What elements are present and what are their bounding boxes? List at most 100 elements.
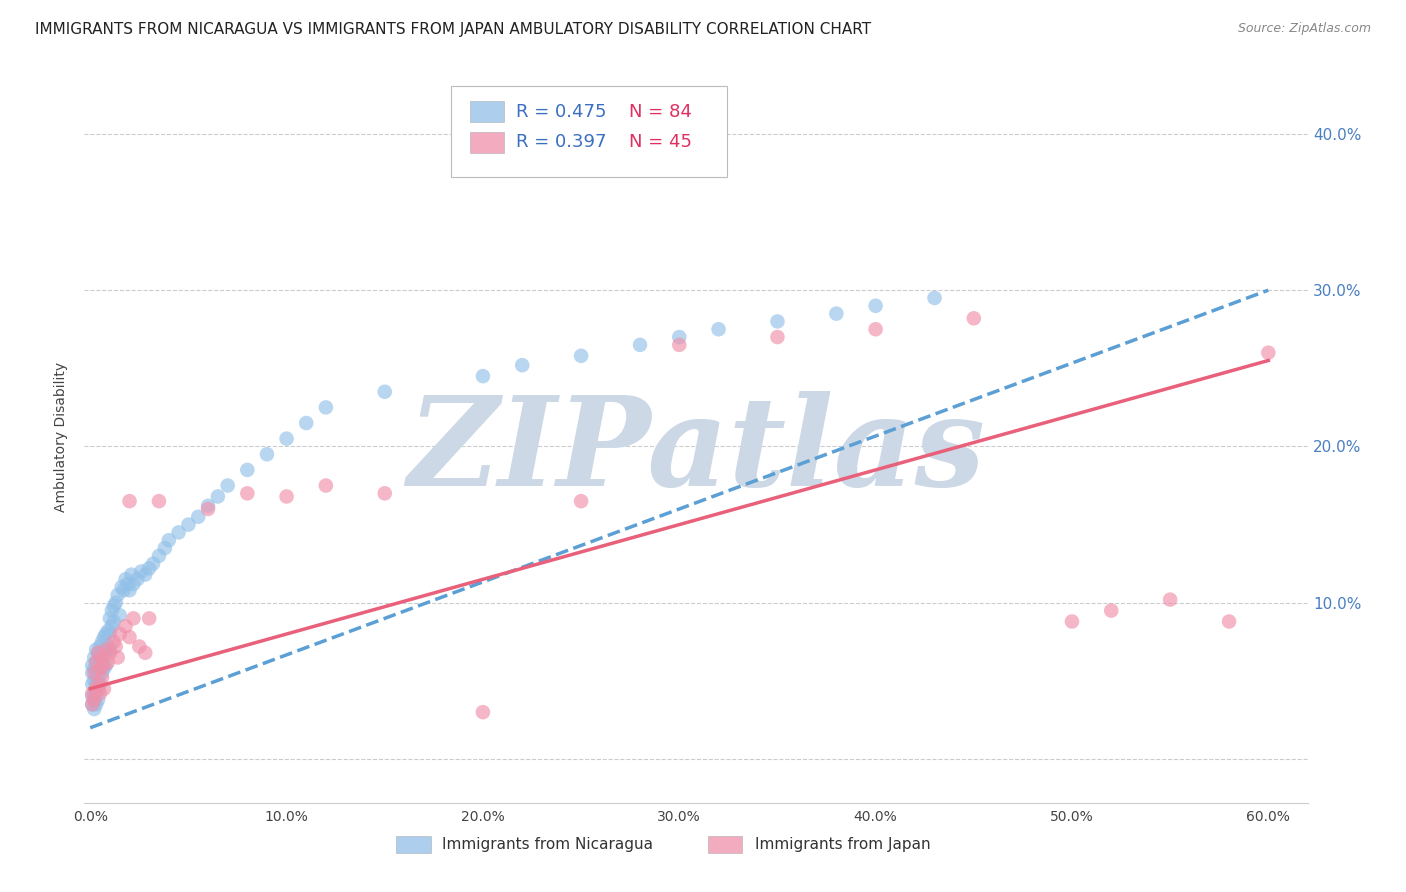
Text: Immigrants from Nicaragua: Immigrants from Nicaragua — [441, 837, 652, 852]
Point — [187, 509, 209, 524]
Point — [84, 666, 107, 681]
Point — [101, 619, 124, 633]
Point — [107, 588, 129, 602]
Point — [510, 358, 533, 372]
Point — [94, 658, 117, 673]
Text: IMMIGRANTS FROM NICARAGUA VS IMMIGRANTS FROM JAPAN AMBULATORY DISABILITY CORRELA: IMMIGRANTS FROM NICARAGUA VS IMMIGRANTS … — [35, 22, 872, 37]
Point — [766, 314, 789, 328]
Point — [89, 661, 111, 675]
Point — [134, 567, 156, 582]
Y-axis label: Ambulatory Disability: Ambulatory Disability — [55, 362, 69, 512]
Point — [177, 517, 200, 532]
Point — [84, 698, 107, 712]
Point — [122, 611, 145, 625]
Point — [84, 642, 107, 657]
Point — [98, 646, 121, 660]
Point — [315, 478, 337, 492]
Point — [118, 494, 141, 508]
Point — [148, 494, 170, 508]
Point — [82, 690, 104, 704]
FancyBboxPatch shape — [451, 86, 727, 178]
Point — [153, 541, 176, 555]
Point — [668, 338, 690, 352]
Point — [471, 705, 494, 719]
Point — [1060, 615, 1083, 629]
Point — [118, 630, 141, 644]
Point — [97, 624, 120, 638]
Point — [82, 698, 104, 712]
Text: R = 0.397: R = 0.397 — [516, 133, 606, 152]
FancyBboxPatch shape — [709, 837, 742, 853]
Point — [87, 681, 110, 696]
Point — [114, 619, 136, 633]
Point — [197, 502, 219, 516]
Point — [256, 447, 278, 461]
Point — [138, 561, 160, 575]
Point — [82, 698, 104, 712]
FancyBboxPatch shape — [470, 102, 503, 122]
Point — [83, 692, 105, 706]
Point — [963, 311, 986, 326]
Point — [104, 640, 127, 654]
Point — [84, 655, 107, 669]
Point — [83, 673, 105, 688]
Point — [89, 652, 111, 666]
Point — [138, 611, 160, 625]
Point — [91, 650, 114, 665]
Point — [89, 640, 111, 654]
Point — [374, 384, 396, 399]
Text: ZIPatlas: ZIPatlas — [406, 391, 986, 513]
Point — [83, 692, 105, 706]
Text: Immigrants from Japan: Immigrants from Japan — [755, 837, 931, 852]
Point — [93, 658, 115, 673]
Point — [94, 642, 117, 657]
Point — [117, 577, 139, 591]
Point — [924, 291, 946, 305]
Point — [315, 401, 337, 415]
Point — [103, 599, 125, 613]
Point — [865, 299, 887, 313]
Point — [103, 635, 125, 649]
Point — [236, 486, 259, 500]
Point — [122, 577, 145, 591]
Point — [91, 671, 114, 685]
Point — [87, 646, 110, 660]
Point — [121, 567, 143, 582]
Point — [628, 338, 651, 352]
Point — [87, 658, 110, 673]
Point — [217, 478, 239, 492]
Point — [668, 330, 690, 344]
Point — [83, 702, 105, 716]
Point — [82, 658, 104, 673]
Point — [471, 369, 494, 384]
Point — [1257, 345, 1279, 359]
Point — [87, 671, 110, 685]
Point — [128, 640, 150, 654]
Point — [207, 490, 229, 504]
Point — [1218, 615, 1240, 629]
Point — [84, 677, 107, 691]
Point — [97, 655, 120, 669]
Text: N = 45: N = 45 — [628, 133, 692, 152]
Point — [108, 608, 131, 623]
Point — [91, 666, 114, 681]
Text: R = 0.475: R = 0.475 — [516, 103, 606, 120]
Point — [98, 611, 121, 625]
Point — [83, 666, 105, 681]
Point — [87, 692, 110, 706]
Point — [103, 615, 125, 629]
Point — [1099, 603, 1122, 617]
Point — [91, 635, 114, 649]
Point — [1159, 592, 1181, 607]
Point — [707, 322, 730, 336]
Point — [825, 307, 848, 321]
Point — [101, 603, 124, 617]
Point — [107, 650, 129, 665]
Point — [236, 463, 259, 477]
Point — [89, 686, 111, 700]
Point — [112, 583, 135, 598]
Point — [93, 681, 115, 696]
Point — [276, 490, 298, 504]
Point — [94, 642, 117, 657]
Point — [569, 349, 592, 363]
